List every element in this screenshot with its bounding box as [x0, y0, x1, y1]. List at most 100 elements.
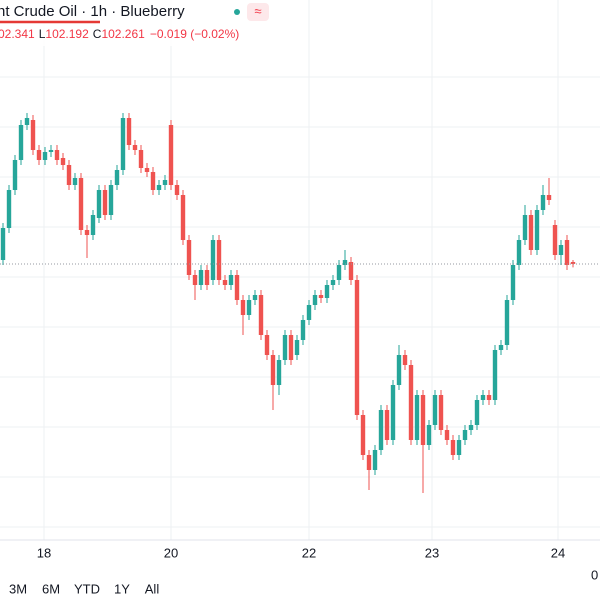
candle-body [318, 295, 324, 298]
candle-body [0, 228, 6, 260]
candle-body [84, 230, 90, 235]
candle-body [138, 150, 144, 168]
candle-body [282, 335, 288, 360]
badge-icon: ≈ [254, 3, 261, 18]
candle-body [306, 305, 312, 320]
candle-body [504, 300, 510, 345]
candle-body [288, 335, 294, 360]
candle-body [264, 335, 270, 355]
candle-body [564, 240, 570, 265]
candle-body [174, 185, 180, 195]
candle-body [6, 190, 12, 228]
candle-body [42, 152, 48, 160]
candle-body [480, 395, 486, 400]
candle-body [258, 295, 264, 335]
candle-body [162, 180, 168, 185]
candle-body [486, 395, 492, 400]
candle-body [474, 400, 480, 425]
candle-body [234, 275, 240, 300]
badge [247, 3, 269, 21]
candle-body [198, 270, 204, 285]
candle-body [546, 195, 552, 200]
candle-body [456, 440, 462, 455]
candle-body [252, 295, 258, 300]
candle-body [468, 425, 474, 430]
candle-body [510, 265, 516, 300]
candle-body [444, 430, 450, 440]
candle-body [552, 225, 558, 255]
legend-header: nt Crude Oil · 1h · Blueberry ≈ 02.341 L1… [0, 0, 290, 46]
candle-body [516, 240, 522, 265]
range-button[interactable]: All [145, 581, 160, 596]
candle-body [438, 395, 444, 430]
candle-body [420, 395, 426, 445]
candle-body [186, 240, 192, 275]
grid [0, 0, 600, 540]
toolbar: 0 3M 6M YTD 1Y All [9, 567, 598, 596]
candle-body [216, 240, 222, 280]
candle-body [30, 120, 36, 150]
range-button[interactable]: 3M [9, 581, 27, 596]
candle-body [396, 355, 402, 385]
candle-body [132, 145, 138, 150]
range-button[interactable]: 6M [42, 581, 60, 596]
close-label: C [93, 27, 102, 41]
low-value: 102.192 [45, 27, 89, 41]
high-value: 02.341 [0, 27, 35, 41]
low-label: L [39, 27, 46, 41]
candle-body [462, 430, 468, 440]
symbol-title: nt Crude Oil · 1h · Blueberry [0, 3, 185, 20]
candle-body [498, 345, 504, 350]
candle-body [276, 360, 282, 385]
candle-body [228, 275, 234, 285]
candle-body [120, 118, 126, 170]
candle-body [414, 395, 420, 440]
candle-body [372, 450, 378, 470]
candle-body [390, 385, 396, 440]
candle-body [534, 210, 540, 250]
candle-body [312, 295, 318, 305]
candle-body [18, 125, 24, 160]
toolbar-time: 0 [591, 567, 598, 582]
candle-body [222, 280, 228, 285]
candle-body [126, 118, 132, 145]
candle-body [342, 260, 348, 265]
candle-body [168, 125, 174, 185]
candle-body [156, 185, 162, 190]
candle-body [570, 262, 576, 264]
candle-body [144, 168, 150, 172]
candle-body [426, 425, 432, 445]
ohlc-values: 02.341 L102.192 C102.261 −0.019 (−0.02%) [0, 27, 239, 41]
candle-body [324, 285, 330, 298]
candle-body [330, 280, 336, 285]
candle-body [48, 150, 54, 152]
candle-body [432, 395, 438, 425]
range-button[interactable]: 1Y [114, 581, 130, 596]
x-tick-label: 24 [551, 545, 565, 560]
candle-body [270, 355, 276, 385]
candle-body [96, 190, 102, 218]
candle-body [204, 270, 210, 285]
x-tick-label: 22 [302, 545, 316, 560]
candle-body [408, 365, 414, 440]
candle-body [366, 455, 372, 470]
candle-body [150, 172, 156, 190]
candle-body [450, 440, 456, 455]
candle-body [108, 185, 114, 215]
candle-body [336, 265, 342, 280]
change-value: −0.019 (−0.02%) [150, 27, 239, 41]
candle-body [348, 262, 354, 280]
time-axis: 18 20 22 23 24 [37, 545, 565, 560]
plot [0, 113, 600, 493]
candle-body [354, 280, 360, 415]
candle-body [384, 410, 390, 440]
candle-body [36, 150, 42, 160]
candle-body [528, 215, 534, 250]
range-button[interactable]: YTD [74, 581, 100, 596]
candle-body [360, 415, 366, 455]
x-tick-label: 20 [164, 545, 178, 560]
candle-body [522, 215, 528, 240]
candle-body [114, 170, 120, 185]
